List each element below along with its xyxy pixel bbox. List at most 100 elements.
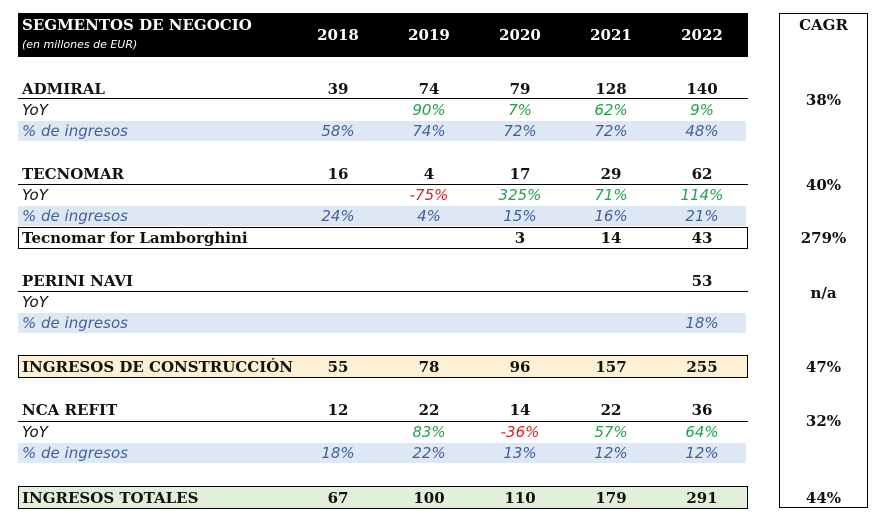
lamborghini-row-box <box>18 227 748 249</box>
nca-yoy-2019: 83% <box>412 423 446 441</box>
construction-2018: 55 <box>327 358 349 376</box>
construction-2021: 157 <box>595 358 627 376</box>
admiral-yoy-2020: 7% <box>508 101 532 119</box>
tecnomar-yoy-2020: 325% <box>498 186 542 204</box>
table-title: SEGMENTOS DE NEGOCIO <box>22 16 252 34</box>
admiral-share-label: % de ingresos <box>22 122 128 140</box>
admiral-share-2018: 58% <box>321 122 355 140</box>
construction-row-box <box>18 355 748 378</box>
cagr-construction: 47% <box>805 358 842 376</box>
admiral-underline <box>18 98 748 99</box>
tecnomar-share-2019: 4% <box>417 207 441 225</box>
total-2019: 100 <box>413 489 445 507</box>
construction-2022: 255 <box>686 358 718 376</box>
total-2018: 67 <box>327 489 349 507</box>
table-subtitle: (en millones de EUR) <box>22 38 138 51</box>
admiral-share-2021: 72% <box>594 122 628 140</box>
cagr-header: CAGR <box>799 16 848 34</box>
admiral-share-2020: 72% <box>503 122 537 140</box>
cagr-admiral: 38% <box>805 91 842 109</box>
perini-share-band <box>18 313 746 333</box>
lamborghini-2020: 3 <box>514 229 526 247</box>
nca-2019: 22 <box>418 401 440 419</box>
lamborghini-2022: 43 <box>691 229 713 247</box>
construction-label: INGRESOS DE CONSTRUCCIÓN <box>22 358 293 376</box>
admiral-share-band <box>18 121 746 141</box>
lamborghini-label: Tecnomar for Lamborghini <box>22 229 248 247</box>
construction-2020: 96 <box>509 358 531 376</box>
nca-2018: 12 <box>327 401 349 419</box>
tecnomar-share-2022: 21% <box>685 207 719 225</box>
total-label: INGRESOS TOTALES <box>22 489 199 507</box>
lamborghini-2021: 14 <box>600 229 622 247</box>
nca-2022: 36 <box>691 401 713 419</box>
nca-yoy-2020: -36% <box>500 423 540 441</box>
nca-2020: 14 <box>509 401 531 419</box>
perini-yoy-label: YoY <box>22 293 48 311</box>
tecnomar-2020: 17 <box>509 165 531 183</box>
nca-share-band <box>18 443 746 463</box>
nca-share-2020: 13% <box>503 444 537 462</box>
tecnomar-2021: 29 <box>600 165 622 183</box>
nca-share-2022: 12% <box>685 444 719 462</box>
construction-2019: 78 <box>418 358 440 376</box>
nca-underline <box>18 421 748 422</box>
admiral-label: ADMIRAL <box>22 80 105 98</box>
admiral-2022: 140 <box>686 80 718 98</box>
admiral-yoy-2019: 90% <box>412 101 446 119</box>
perini-share-label: % de ingresos <box>22 314 128 332</box>
tecnomar-underline <box>18 184 748 185</box>
admiral-share-2022: 48% <box>685 122 719 140</box>
year-2022: 2022 <box>681 26 723 44</box>
nca-label: NCA REFIT <box>22 401 118 419</box>
tecnomar-2019: 4 <box>423 165 435 183</box>
nca-yoy-2021: 57% <box>594 423 628 441</box>
tecnomar-yoy-label: YoY <box>22 186 48 204</box>
tecnomar-share-label: % de ingresos <box>22 207 128 225</box>
tecnomar-yoy-2019: -75% <box>409 186 449 204</box>
table-header-bar <box>18 13 748 57</box>
tecnomar-share-2018: 24% <box>321 207 355 225</box>
tecnomar-2018: 16 <box>327 165 349 183</box>
year-2018: 2018 <box>317 26 359 44</box>
cagr-nca: 32% <box>805 412 842 430</box>
cagr-perini: n/a <box>810 284 837 302</box>
total-2020: 110 <box>504 489 536 507</box>
admiral-2019: 74 <box>418 80 440 98</box>
nca-share-2019: 22% <box>412 444 446 462</box>
admiral-yoy-label: YoY <box>22 101 48 119</box>
tecnomar-yoy-2022: 114% <box>680 186 724 204</box>
tecnomar-share-2020: 15% <box>503 207 537 225</box>
total-2021: 179 <box>595 489 627 507</box>
nca-share-label: % de ingresos <box>22 444 128 462</box>
year-2021: 2021 <box>590 26 632 44</box>
perini-underline <box>18 291 748 292</box>
perini-2022: 53 <box>691 272 713 290</box>
admiral-2018: 39 <box>327 80 349 98</box>
tecnomar-share-band <box>18 206 746 226</box>
nca-yoy-2022: 64% <box>685 423 719 441</box>
nca-yoy-label: YoY <box>22 423 48 441</box>
admiral-2021: 128 <box>595 80 627 98</box>
tecnomar-2022: 62 <box>691 165 713 183</box>
perini-share-2022: 18% <box>685 314 719 332</box>
cagr-lamborghini: 279% <box>800 229 847 247</box>
tecnomar-share-2021: 16% <box>594 207 628 225</box>
total-row-box <box>18 486 748 509</box>
cagr-column <box>779 13 868 508</box>
admiral-2020: 79 <box>509 80 531 98</box>
cagr-tecnomar: 40% <box>805 176 842 194</box>
nca-share-2021: 12% <box>594 444 628 462</box>
tecnomar-yoy-2021: 71% <box>594 186 628 204</box>
admiral-yoy-2022: 9% <box>690 101 714 119</box>
total-2022: 291 <box>686 489 718 507</box>
admiral-share-2019: 74% <box>412 122 446 140</box>
year-2019: 2019 <box>408 26 450 44</box>
cagr-total: 44% <box>805 489 842 507</box>
admiral-yoy-2021: 62% <box>594 101 628 119</box>
nca-share-2018: 18% <box>321 444 355 462</box>
perini-label: PERINI NAVI <box>22 272 134 290</box>
tecnomar-label: TECNOMAR <box>22 165 125 183</box>
nca-2021: 22 <box>600 401 622 419</box>
year-2020: 2020 <box>499 26 541 44</box>
